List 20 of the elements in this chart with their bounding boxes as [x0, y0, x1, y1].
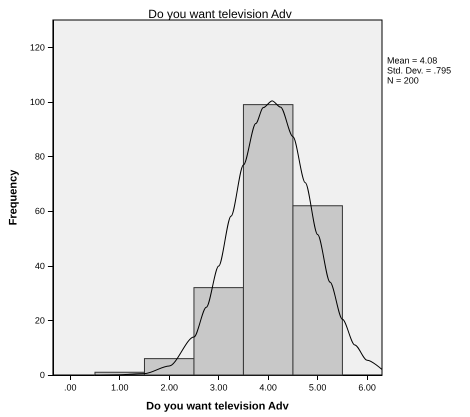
x-tick-label: 3.00: [210, 382, 228, 392]
y-tick-label: 80: [34, 152, 45, 162]
x-tick-label: 6.00: [358, 382, 376, 392]
y-axis-title: Frequency: [8, 168, 20, 226]
y-tick-label: 0: [40, 370, 45, 380]
x-tick-label: 1.00: [110, 382, 128, 392]
y-tick-label: 20: [34, 315, 45, 326]
y-tick-label: 120: [30, 42, 45, 52]
x-tick-label: .00: [64, 382, 76, 392]
text: N = 200: [387, 76, 419, 86]
x-tick-label: 4.00: [259, 382, 277, 392]
y-tick-label: 40: [34, 260, 45, 271]
x-axis-title: Do you want television Adv: [146, 400, 290, 412]
chart-title: Do you want television Adv: [148, 7, 292, 21]
y-tick-label: 100: [30, 96, 45, 107]
text: Std. Dev. = .795: [387, 66, 452, 76]
y-tick-label: 60: [34, 206, 45, 216]
x-tick-label: 2.00: [160, 382, 178, 392]
x-tick-label: 5.00: [308, 382, 326, 392]
text: Mean = 4.08: [387, 56, 438, 66]
